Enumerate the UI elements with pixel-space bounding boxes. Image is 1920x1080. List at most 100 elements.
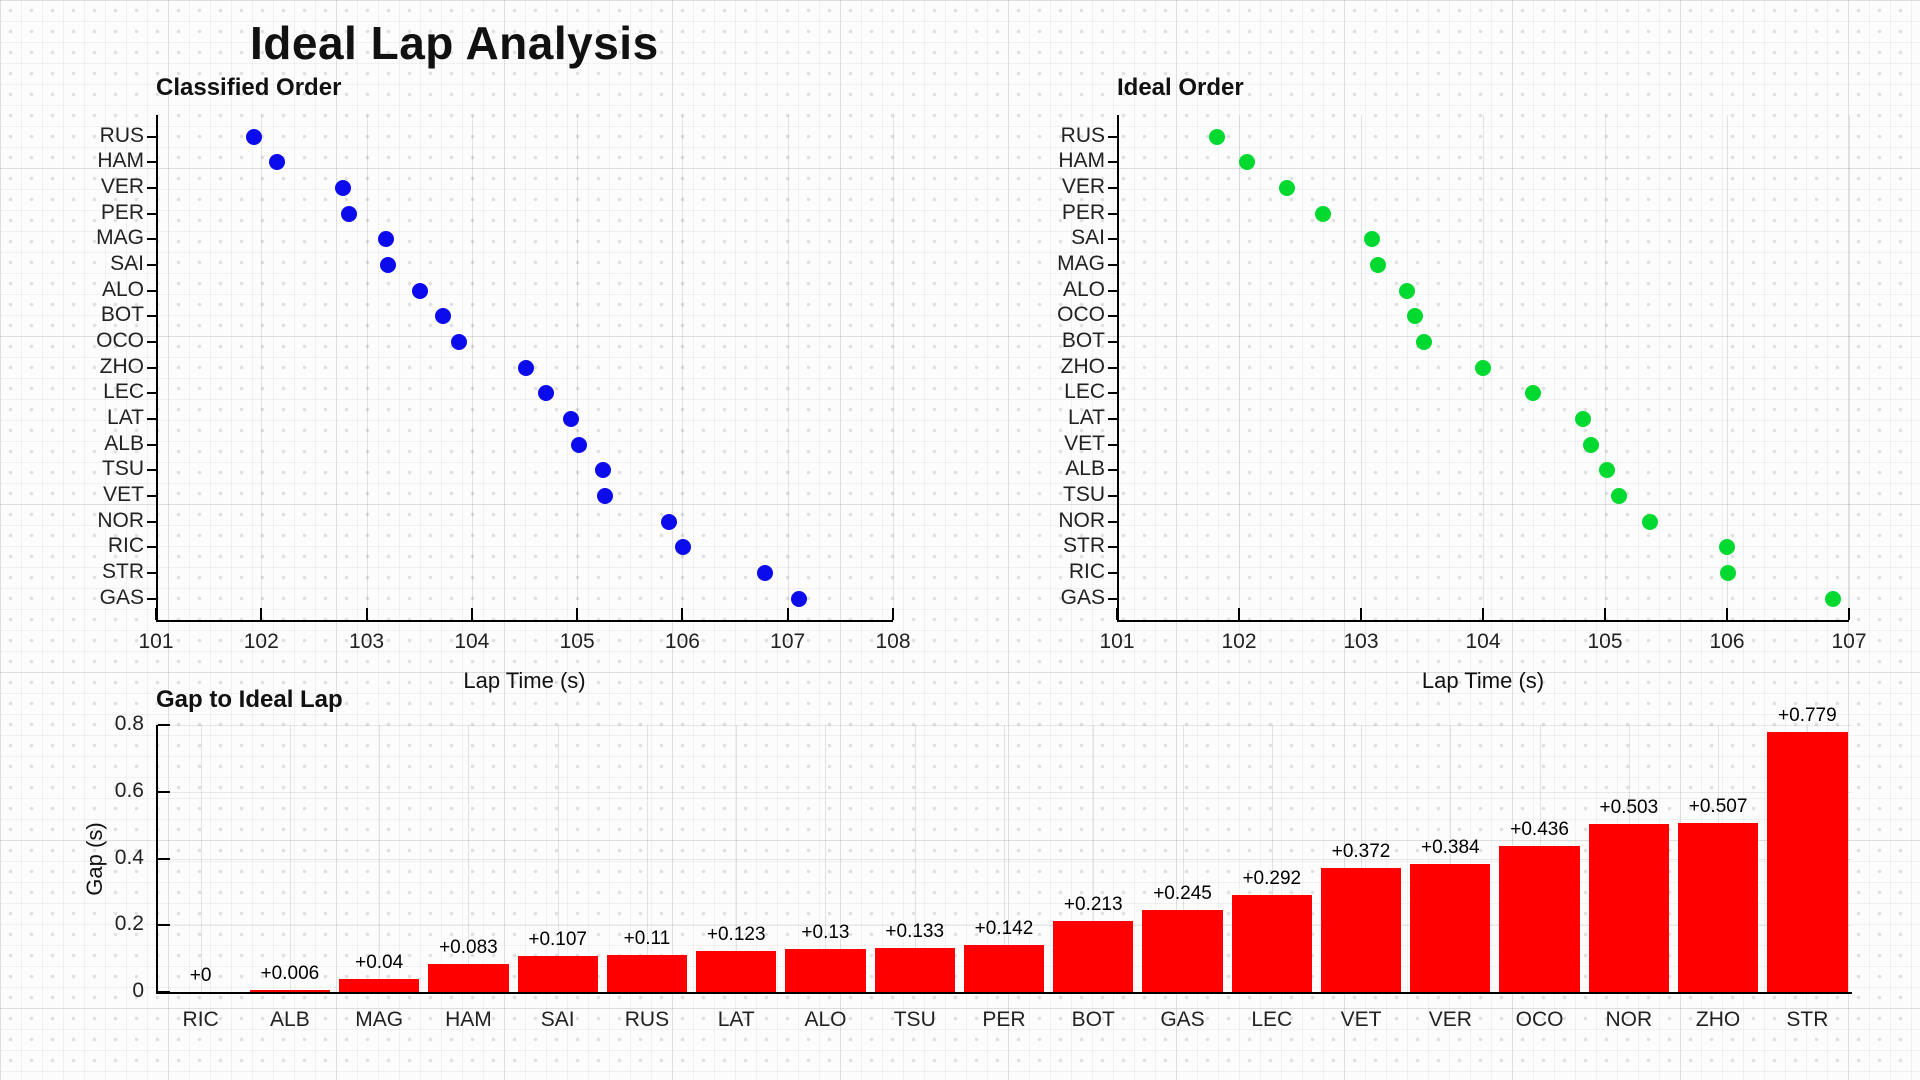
bar-value-label: +0.123 (706, 923, 766, 945)
driver-tick-label: GAS (99, 585, 144, 609)
bar-gridline (200, 725, 202, 992)
x-tick-label: 103 (1343, 630, 1379, 653)
x-tick-label: 102 (243, 630, 279, 653)
y-tick-label: 0.6 (114, 778, 144, 802)
bar-value-label: +0.107 (528, 929, 587, 951)
y-tick-mark (1108, 417, 1117, 420)
x-gridline (261, 115, 263, 620)
driver-tick-label: LEC (1064, 380, 1105, 404)
y-tick-label: 0.4 (114, 845, 144, 869)
x-axis-spine (156, 992, 1852, 994)
x-tick-label: 103 (349, 630, 385, 653)
y-tick-label: 0 (132, 979, 144, 1002)
x-gridline (577, 115, 579, 620)
driver-tick-label: HAM (97, 149, 144, 173)
driver-tick-label: ALB (1065, 457, 1105, 481)
gap-bar (1410, 863, 1491, 992)
x-tick-mark (1482, 608, 1484, 620)
driver-tick-label: STR (1786, 1008, 1829, 1031)
driver-tick-label: VET (1064, 431, 1105, 455)
driver-tick-label: LEC (1251, 1008, 1293, 1031)
driver-tick-label: BOT (100, 303, 144, 327)
y-tick-mark (147, 597, 156, 600)
y-tick-mark (1108, 340, 1117, 343)
scatter-point (1719, 539, 1736, 556)
gap-bar (1053, 920, 1134, 992)
driver-tick-label: STR (1063, 534, 1105, 558)
classified-order-xlabel: Lap Time (s) (463, 668, 586, 693)
bar-gridline (1361, 725, 1363, 992)
driver-tick-label: ALB (104, 431, 144, 455)
bar-value-label: +0.083 (439, 937, 498, 959)
classified-order-title: Classified Order (156, 74, 342, 101)
x-tick-label: 106 (664, 630, 700, 653)
x-tick-mark (1604, 608, 1606, 620)
y-tick-mark (147, 571, 156, 574)
scatter-point (562, 410, 579, 427)
driver-tick-label: RUS (624, 1008, 670, 1031)
driver-tick-label: MAG (1057, 251, 1105, 275)
scatter-point (245, 128, 262, 145)
y-tick-mark (147, 315, 156, 318)
driver-tick-label: BOT (1071, 1008, 1115, 1031)
scatter-point (517, 359, 534, 376)
classified-order-plot-area: 101 102 103 104 105 106 107 108 RUS HAM VER PER MAG S… (96, 115, 911, 653)
x-tick-label: 108 (875, 630, 911, 653)
gap-to-ideal-title: Gap to Ideal Lap (156, 686, 343, 713)
y-tick-label: 0.2 (114, 912, 144, 936)
bar-gridline (825, 725, 827, 992)
driver-tick-label: OCO (96, 328, 144, 352)
y-tick-mark (147, 161, 156, 164)
driver-tick-label: VER (1061, 174, 1105, 198)
gap-bar (1677, 822, 1759, 992)
y-tick-mark (1108, 161, 1117, 164)
scatter-point (1279, 179, 1296, 196)
bar-value-label: +0 (189, 965, 212, 986)
scatter-point (1399, 282, 1416, 299)
gap-bar (338, 978, 420, 992)
bar-value-label: +0.436 (1510, 819, 1569, 841)
bar-value-label: +0.779 (1778, 705, 1837, 727)
x-tick-mark (1726, 608, 1728, 620)
bar-gridline (557, 725, 559, 992)
y-axis-spine (156, 725, 158, 992)
bar-gridline (1450, 725, 1452, 992)
bar-gridline (1271, 725, 1273, 992)
x-tick-label: 104 (454, 630, 490, 653)
y-gridline (156, 791, 1852, 793)
y-tick-mark (1108, 315, 1117, 318)
y-tick-mark (1108, 469, 1117, 472)
bar-value-label: +0.384 (1420, 836, 1480, 858)
driver-tick-label: NOR (1058, 508, 1105, 532)
y-tick-mark (147, 238, 156, 241)
driver-tick-label: STR (102, 559, 144, 583)
scatter-point (1824, 590, 1841, 607)
y-tick-mark (147, 186, 156, 189)
bar-gridline (914, 725, 916, 992)
scatter-point (595, 462, 612, 479)
x-gridline (893, 115, 894, 620)
scatter-point (451, 333, 468, 350)
scatter-point (1416, 333, 1433, 350)
x-tick-label: 104 (1465, 630, 1501, 653)
driver-tick-label: GAS (1060, 585, 1105, 609)
bar-value-label: +0.142 (974, 917, 1034, 939)
scatter-point (537, 385, 554, 402)
x-gridline (1727, 115, 1728, 620)
driver-tick-label: ALO (804, 1008, 847, 1031)
y-tick-mark (147, 366, 156, 369)
x-gridline (1361, 115, 1362, 620)
gap-bar (696, 950, 777, 992)
x-gridline (787, 115, 789, 620)
bar-gridline (1182, 725, 1184, 992)
gap-bar (249, 989, 331, 992)
y-tick-mark (1108, 546, 1117, 549)
driver-tick-label: SAI (110, 251, 144, 275)
scatter-point (1641, 513, 1658, 530)
x-tick-mark (365, 608, 368, 620)
x-tick-mark (681, 608, 684, 620)
gap-bar (1767, 732, 1848, 992)
driver-tick-label: ALB (270, 1008, 310, 1031)
bar-value-label: +0.133 (885, 920, 945, 942)
driver-tick-label: OCO (1057, 303, 1105, 327)
